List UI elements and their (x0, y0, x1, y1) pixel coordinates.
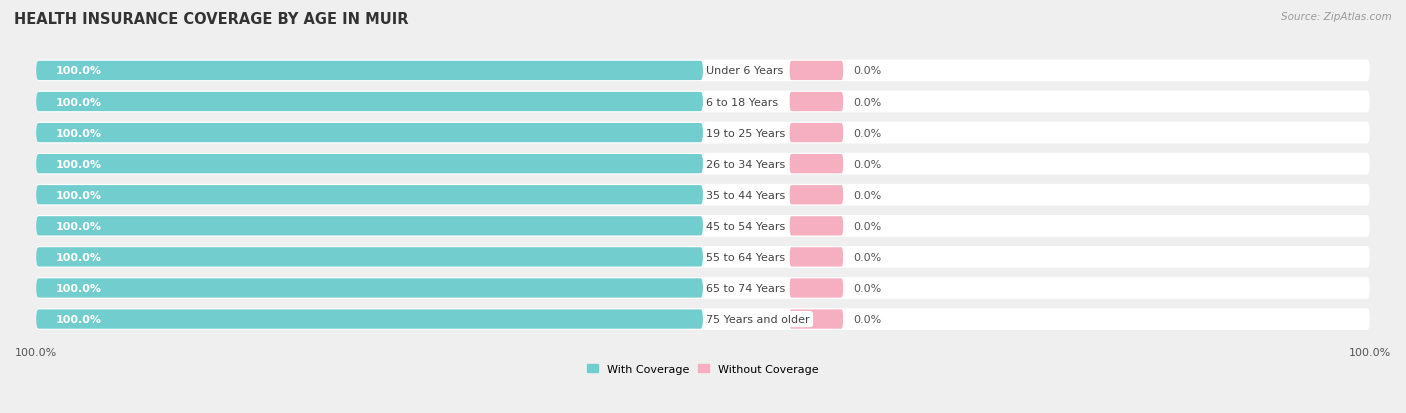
Text: 19 to 25 Years: 19 to 25 Years (706, 128, 786, 138)
FancyBboxPatch shape (790, 310, 844, 329)
FancyBboxPatch shape (37, 248, 703, 267)
FancyBboxPatch shape (37, 186, 703, 205)
FancyBboxPatch shape (37, 185, 1369, 206)
FancyBboxPatch shape (37, 278, 1369, 299)
Text: 65 to 74 Years: 65 to 74 Years (706, 283, 786, 293)
FancyBboxPatch shape (790, 62, 844, 81)
FancyBboxPatch shape (37, 217, 703, 236)
Text: 100.0%: 100.0% (56, 128, 103, 138)
FancyBboxPatch shape (37, 122, 1369, 144)
Text: 100.0%: 100.0% (56, 97, 103, 107)
Text: 75 Years and older: 75 Years and older (706, 314, 810, 324)
Text: 0.0%: 0.0% (853, 283, 882, 293)
Text: 6 to 18 Years: 6 to 18 Years (706, 97, 779, 107)
Text: 100.0%: 100.0% (56, 314, 103, 324)
Text: 35 to 44 Years: 35 to 44 Years (706, 190, 786, 200)
FancyBboxPatch shape (37, 62, 703, 81)
Text: 100.0%: 100.0% (56, 190, 103, 200)
Legend: With Coverage, Without Coverage: With Coverage, Without Coverage (582, 359, 824, 378)
Text: 0.0%: 0.0% (853, 66, 882, 76)
FancyBboxPatch shape (37, 154, 703, 174)
Text: 0.0%: 0.0% (853, 159, 882, 169)
Text: 100.0%: 100.0% (56, 252, 103, 262)
Text: 0.0%: 0.0% (853, 221, 882, 231)
FancyBboxPatch shape (37, 91, 1369, 113)
Text: 45 to 54 Years: 45 to 54 Years (706, 221, 786, 231)
FancyBboxPatch shape (790, 217, 844, 236)
FancyBboxPatch shape (37, 153, 1369, 175)
FancyBboxPatch shape (790, 248, 844, 267)
FancyBboxPatch shape (37, 93, 703, 112)
Text: 0.0%: 0.0% (853, 190, 882, 200)
FancyBboxPatch shape (37, 309, 1369, 330)
FancyBboxPatch shape (790, 186, 844, 205)
Text: 0.0%: 0.0% (853, 314, 882, 324)
FancyBboxPatch shape (790, 154, 844, 174)
FancyBboxPatch shape (790, 93, 844, 112)
Text: HEALTH INSURANCE COVERAGE BY AGE IN MUIR: HEALTH INSURANCE COVERAGE BY AGE IN MUIR (14, 12, 409, 27)
Text: Source: ZipAtlas.com: Source: ZipAtlas.com (1281, 12, 1392, 22)
Text: 55 to 64 Years: 55 to 64 Years (706, 252, 786, 262)
FancyBboxPatch shape (37, 60, 1369, 82)
FancyBboxPatch shape (37, 279, 703, 298)
Text: Under 6 Years: Under 6 Years (706, 66, 783, 76)
FancyBboxPatch shape (37, 247, 1369, 268)
Text: 26 to 34 Years: 26 to 34 Years (706, 159, 786, 169)
FancyBboxPatch shape (37, 123, 703, 143)
Text: 100.0%: 100.0% (56, 221, 103, 231)
Text: 0.0%: 0.0% (853, 97, 882, 107)
FancyBboxPatch shape (790, 279, 844, 298)
FancyBboxPatch shape (37, 216, 1369, 237)
FancyBboxPatch shape (37, 310, 703, 329)
Text: 0.0%: 0.0% (853, 128, 882, 138)
Text: 100.0%: 100.0% (56, 283, 103, 293)
Text: 0.0%: 0.0% (853, 252, 882, 262)
Text: 100.0%: 100.0% (56, 159, 103, 169)
FancyBboxPatch shape (790, 123, 844, 143)
Text: 100.0%: 100.0% (56, 66, 103, 76)
